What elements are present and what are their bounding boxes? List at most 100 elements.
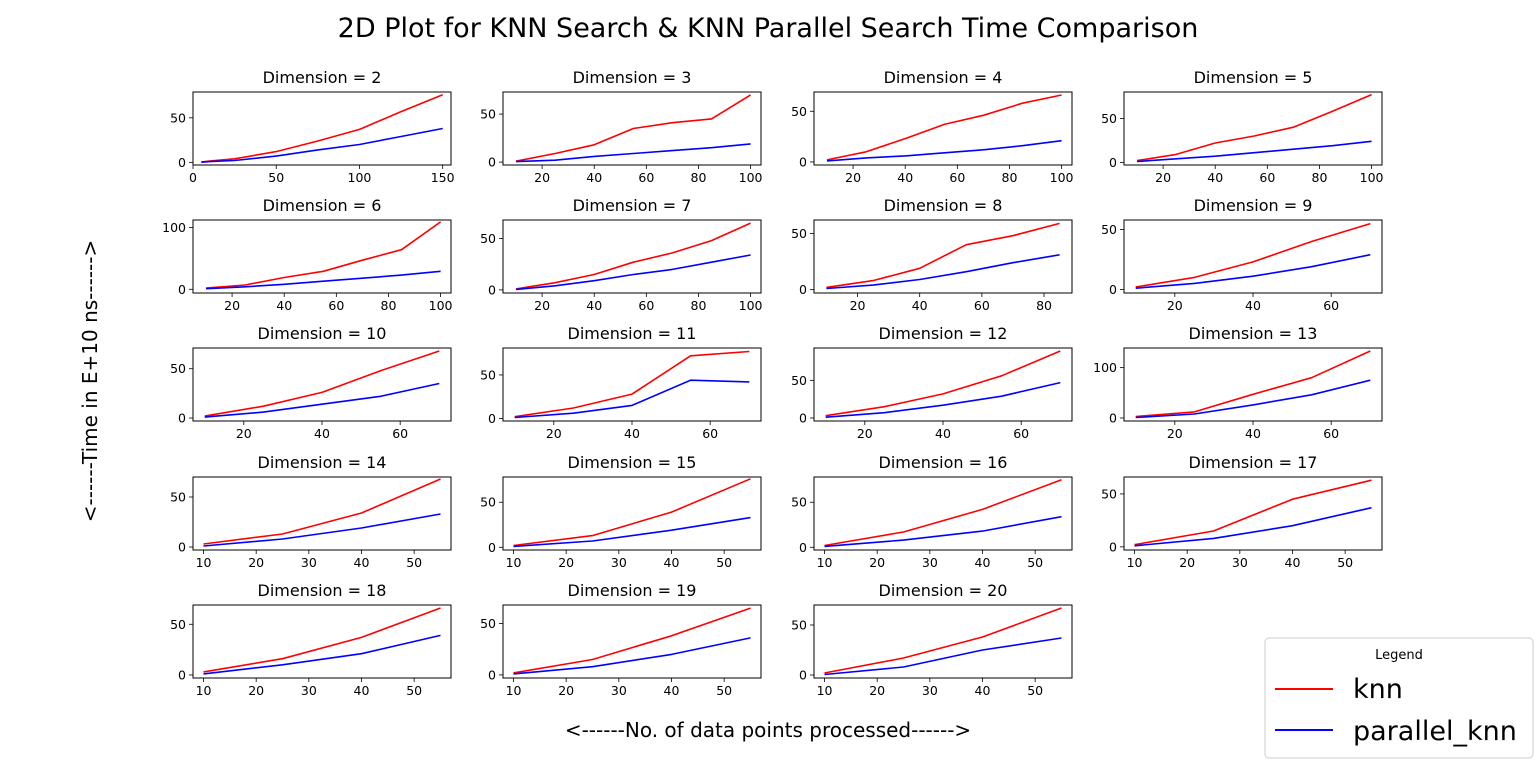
series-line-knn <box>513 607 751 674</box>
x-tick-label: 60 <box>328 298 344 313</box>
x-tick-label: 150 <box>431 170 455 185</box>
subplot-dim-4: Dimension = 4 20 40 60 80 100 0 50 <box>791 68 1073 185</box>
subplot-dim-18: Dimension = 18 10 20 30 40 50 0 50 <box>170 581 452 698</box>
subplot-frame <box>192 91 452 166</box>
series-line-parallel-knn <box>824 637 1062 676</box>
x-tick-label: 50 <box>716 683 732 698</box>
y-tick-label: 0 <box>488 282 496 297</box>
subplot-frame <box>502 91 762 166</box>
x-tick-label: 40 <box>975 683 991 698</box>
series-line-knn <box>203 607 441 673</box>
subplot-frame <box>813 91 1073 166</box>
x-tick-label: 20 <box>1179 555 1195 570</box>
subplot-frame <box>813 347 1073 422</box>
subplot-frame <box>1123 347 1383 422</box>
subplot-title: Dimension = 7 <box>573 196 692 215</box>
subplot-dim-6: Dimension = 6 20 40 60 80 100 0 100 <box>162 196 452 313</box>
x-tick-label: 40 <box>1207 170 1223 185</box>
legend-label-knn: knn <box>1353 674 1403 705</box>
y-tick-label: 50 <box>1101 222 1117 237</box>
y-tick-label: 0 <box>1109 282 1117 297</box>
x-tick-label: 0 <box>189 170 197 185</box>
y-tick-label: 0 <box>178 411 186 426</box>
subplot-dim-17: Dimension = 17 10 20 30 40 50 0 50 <box>1101 453 1383 570</box>
series-line-parallel-knn <box>1134 506 1372 547</box>
subplot-dim-11: Dimension = 11 20 40 60 0 50 <box>480 324 762 441</box>
series-line-parallel-knn <box>203 634 441 675</box>
x-tick-label: 20 <box>546 426 562 441</box>
x-tick-label: 40 <box>935 426 951 441</box>
subplot-title: Dimension = 6 <box>263 196 382 215</box>
series-line-knn <box>515 94 752 162</box>
y-tick-label: 0 <box>178 540 186 555</box>
series-line-parallel-knn <box>513 637 751 675</box>
y-tick-label: 50 <box>170 110 186 125</box>
subplot-title: Dimension = 10 <box>258 324 387 343</box>
y-tick-label: 0 <box>178 667 186 682</box>
x-tick-label: 80 <box>691 298 707 313</box>
subplot-dim-12: Dimension = 12 20 40 60 0 50 <box>791 324 1073 441</box>
subplot-title: Dimension = 11 <box>568 324 697 343</box>
y-tick-label: 50 <box>480 367 496 382</box>
x-tick-label: 40 <box>975 555 991 570</box>
subplot-dim-8: Dimension = 8 20 40 60 80 0 50 <box>791 196 1073 313</box>
x-tick-label: 50 <box>716 555 732 570</box>
y-tick-label: 0 <box>799 540 807 555</box>
x-tick-label: 20 <box>248 683 264 698</box>
x-tick-label: 20 <box>534 170 550 185</box>
x-tick-label: 40 <box>1245 298 1261 313</box>
y-tick-label: 50 <box>1101 111 1117 126</box>
x-tick-label: 50 <box>1027 555 1043 570</box>
legend-label-parallel-knn: parallel_knn <box>1353 716 1517 747</box>
x-tick-label: 80 <box>1036 298 1052 313</box>
x-tick-label: 40 <box>354 683 370 698</box>
y-tick-label: 50 <box>170 490 186 505</box>
subplot-frame <box>813 476 1073 551</box>
series-line-knn <box>201 93 444 163</box>
x-tick-label: 20 <box>1167 426 1183 441</box>
series-line-parallel-knn <box>824 515 1062 548</box>
x-tick-label: 20 <box>1167 298 1183 313</box>
subplot-dim-16: Dimension = 16 10 20 30 40 50 0 50 <box>791 453 1073 570</box>
subplot-frame <box>813 604 1073 679</box>
series-line-parallel-knn <box>201 127 443 163</box>
subplot-title: Dimension = 20 <box>879 581 1008 600</box>
y-tick-label: 50 <box>791 618 807 633</box>
x-tick-label: 80 <box>691 170 707 185</box>
subplot-title: Dimension = 5 <box>1194 68 1313 87</box>
x-tick-label: 20 <box>845 170 861 185</box>
x-tick-label: 10 <box>196 683 212 698</box>
legend-frame <box>1264 637 1534 759</box>
subplot-dim-9: Dimension = 9 20 40 60 0 50 <box>1101 196 1383 313</box>
y-tick-label: 50 <box>791 495 807 510</box>
subplot-dim-14: Dimension = 14 10 20 30 40 50 0 50 <box>170 453 452 570</box>
x-tick-label: 40 <box>354 555 370 570</box>
x-tick-label: 80 <box>1002 170 1018 185</box>
subplot-frame <box>192 604 452 679</box>
y-tick-label: 50 <box>480 495 496 510</box>
y-tick-label: 0 <box>488 667 496 682</box>
x-tick-label: 60 <box>392 426 408 441</box>
legend: Legend knn parallel_knn <box>1264 637 1534 759</box>
y-tick-label: 0 <box>1109 155 1117 170</box>
subplot-dim-15: Dimension = 15 10 20 30 40 50 0 50 <box>480 453 762 570</box>
subplot-title: Dimension = 13 <box>1189 324 1318 343</box>
subplot-title: Dimension = 2 <box>263 68 382 87</box>
x-tick-label: 60 <box>1259 170 1275 185</box>
y-tick-label: 0 <box>488 540 496 555</box>
x-tick-label: 10 <box>817 555 833 570</box>
subplot-title: Dimension = 15 <box>568 453 697 472</box>
x-tick-label: 40 <box>1245 426 1261 441</box>
x-tick-label: 10 <box>817 683 833 698</box>
y-tick-label: 0 <box>488 411 496 426</box>
subplot-frame <box>502 476 762 551</box>
subplot-title: Dimension = 4 <box>884 68 1003 87</box>
x-tick-label: 40 <box>664 555 680 570</box>
subplot-title: Dimension = 12 <box>879 324 1008 343</box>
y-tick-label: 50 <box>480 107 496 122</box>
series-line-knn <box>825 350 1061 417</box>
x-tick-label: 20 <box>236 426 252 441</box>
